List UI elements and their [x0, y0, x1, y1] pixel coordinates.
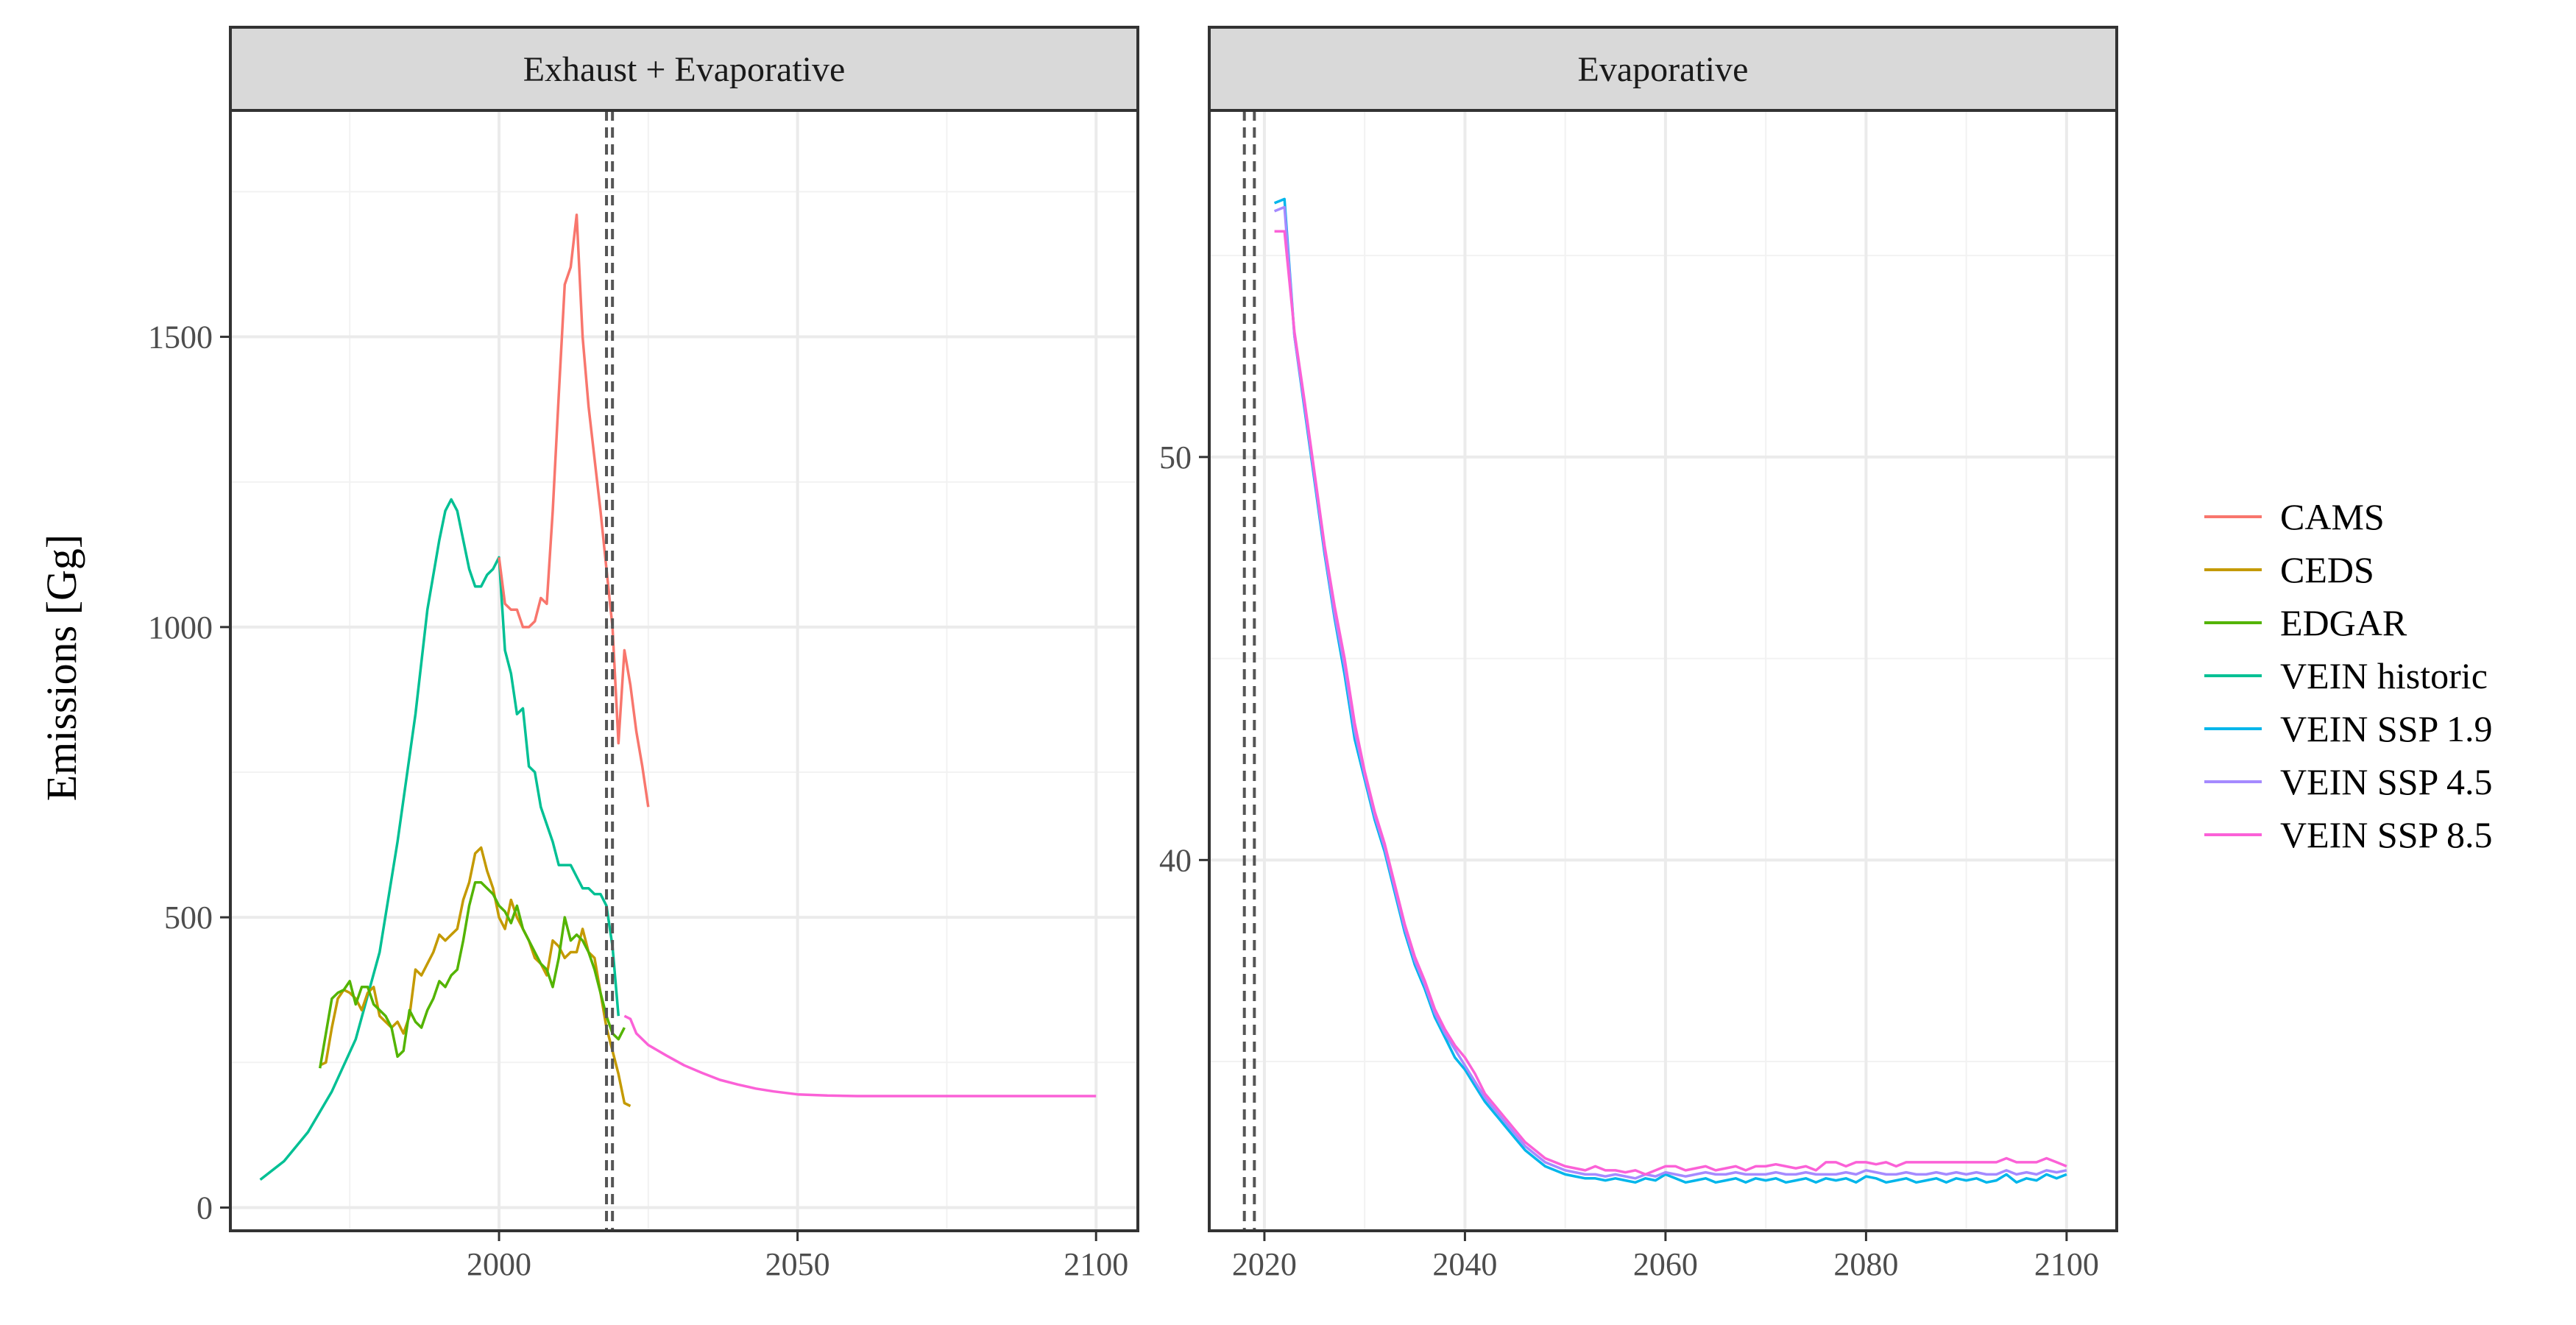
x-tick-label: 2040	[1432, 1246, 1497, 1282]
y-tick-label: 40	[1159, 842, 1192, 878]
panel-evaporative: Evaporative 2020 2040 2060 2080 2100 40 50	[1159, 26, 2118, 1282]
legend: CAMS CEDS EDGAR VEIN historic VEIN SSP 1.9 VE…	[2204, 496, 2492, 855]
series-line-vein-historic	[259, 498, 620, 1181]
series-line-vein-ssp-8-5	[1274, 230, 2067, 1176]
series-layer	[259, 213, 1097, 1181]
strip-label: Evaporative	[1578, 50, 1749, 89]
x-tick-label: 2080	[1833, 1246, 1898, 1282]
plot-border	[1208, 109, 2118, 1232]
legend-label-vein-historic: VEIN historic	[2280, 655, 2488, 696]
x-tick-label: 2050	[765, 1246, 830, 1282]
x-tick-label: 2020	[1232, 1246, 1297, 1282]
axis-ticks: 2000 2050 2100 0 500 1000 1500	[148, 319, 1128, 1282]
x-tick-label: 2100	[1064, 1246, 1128, 1282]
series-layer	[1273, 197, 2067, 1184]
plot-border	[229, 109, 1139, 1232]
y-tick-label: 1500	[148, 319, 213, 356]
series-line-edgar	[318, 881, 626, 1069]
legend-label-ceds: CEDS	[2280, 549, 2374, 590]
x-tick-label: 2060	[1633, 1246, 1698, 1282]
y-tick-label: 50	[1159, 439, 1192, 476]
series-line-cams	[498, 213, 650, 808]
legend-label-vein-ssp-1-9: VEIN SSP 1.9	[2280, 708, 2492, 749]
panel-exhaust-evaporative: Exhaust + Evaporative 2000 2050 2100 0 500 10…	[148, 26, 1139, 1282]
grid	[1209, 110, 2117, 1231]
y-tick-label: 1000	[148, 610, 213, 646]
grid	[230, 110, 1138, 1231]
x-tick-label: 2000	[467, 1246, 531, 1282]
legend-label-vein-ssp-8-5: VEIN SSP 8.5	[2280, 814, 2492, 855]
legend-label-cams: CAMS	[2280, 496, 2385, 537]
strip-background	[1208, 26, 2118, 112]
y-tick-label: 0	[197, 1190, 213, 1226]
plot-background	[1209, 110, 2117, 1231]
plot-background	[230, 110, 1138, 1231]
series-line-vein-ssp-8-5	[623, 1014, 1097, 1098]
legend-label-vein-ssp-4-5: VEIN SSP 4.5	[2280, 761, 2492, 802]
legend-label-edgar: EDGAR	[2280, 602, 2407, 643]
strip-background	[229, 26, 1139, 112]
y-axis-title: Emissions [Gg]	[38, 534, 85, 802]
reference-lines	[1242, 110, 1256, 1231]
strip-label: Exhaust + Evaporative	[523, 50, 846, 89]
y-tick-label: 500	[164, 900, 213, 936]
series-line-ceds	[319, 846, 631, 1108]
reference-lines	[605, 110, 615, 1231]
x-tick-label: 2100	[2034, 1246, 2099, 1282]
axis-ticks: 2020 2040 2060 2080 2100 40 50	[1159, 439, 2099, 1282]
